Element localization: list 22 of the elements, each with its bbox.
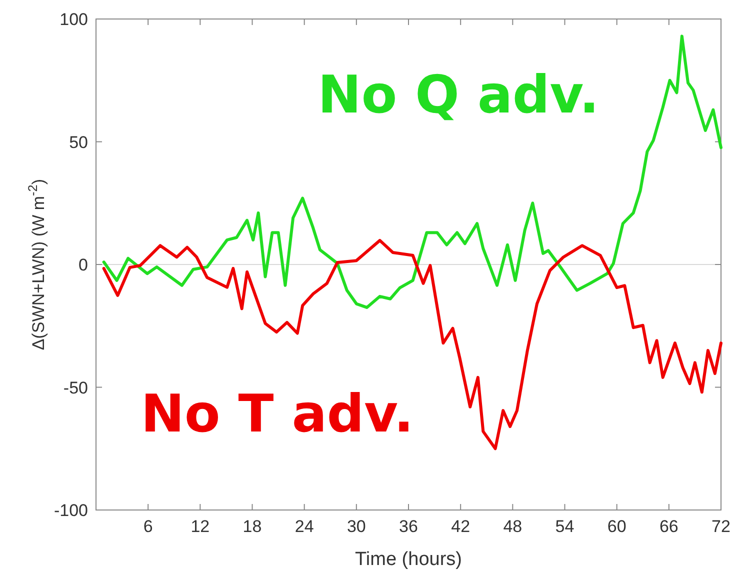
x-tick-label: 72 — [712, 517, 730, 536]
y-tick-label: 50 — [69, 132, 88, 152]
x-tick-label: 54 — [555, 517, 574, 536]
y-tick-label: -100 — [54, 501, 88, 520]
x-tick-label: 42 — [451, 517, 470, 536]
x-tick-label: 30 — [346, 517, 366, 536]
x-tick-label: 60 — [607, 517, 626, 536]
x-tick-label: 66 — [659, 517, 678, 536]
x-tick-label: 24 — [294, 517, 314, 536]
x-tick-label: 18 — [242, 517, 262, 536]
line-series — [102, 238, 722, 450]
y-tick-label: -50 — [63, 378, 88, 398]
x-tick-label: 48 — [503, 517, 522, 536]
series-label: No T adv. — [140, 384, 414, 444]
x-tick-label: 6 — [143, 517, 153, 536]
x-axis-title: Time (hours) — [355, 549, 462, 570]
x-tick-label: 36 — [399, 517, 418, 536]
series-label: No Q adv. — [318, 65, 600, 126]
line-series — [102, 34, 722, 309]
x-tick-label: 12 — [190, 517, 210, 536]
y-tick-label: 100 — [60, 10, 88, 29]
y-tick-label: 0 — [78, 256, 88, 274]
